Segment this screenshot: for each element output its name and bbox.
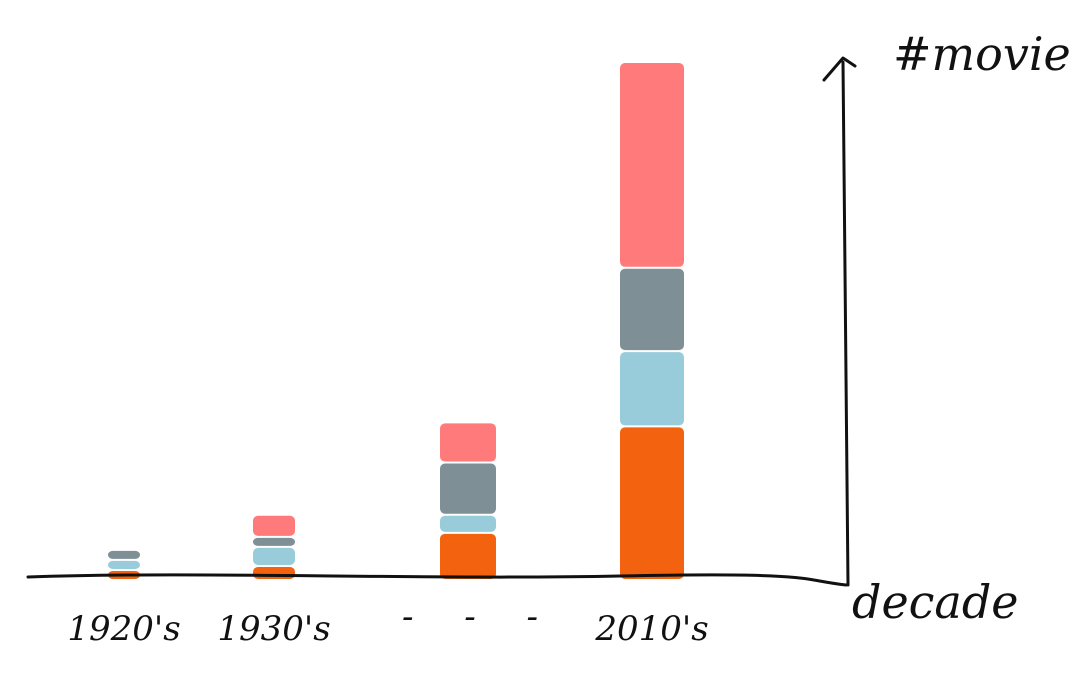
bar-segment: [440, 515, 496, 532]
bar-segment: [108, 560, 140, 569]
bar-segment: [620, 268, 684, 351]
y-axis-line: [841, 60, 850, 587]
bar-segment: [108, 550, 140, 559]
bar-segment: [440, 533, 496, 579]
bar-segment: [440, 463, 496, 514]
x-axis-line: [26, 573, 848, 587]
bar-segment: [620, 352, 684, 426]
bar-segment: [620, 62, 684, 267]
x-tick-label: 2010's: [594, 609, 708, 649]
x-axis-gap-marks: - - -: [402, 597, 558, 637]
x-tick-label: 1920's: [67, 609, 180, 649]
bar-segment: [253, 515, 295, 536]
x-tick-labels: 1920's 1930's 2010's: [67, 609, 708, 649]
bar-group: [108, 62, 684, 579]
bar-segment: [440, 423, 496, 462]
bar-segment: [253, 547, 295, 565]
x-axis-label: decade: [852, 575, 1019, 629]
y-axis-arrow-icon: [822, 56, 857, 82]
y-axis-label: #movies: [893, 27, 1071, 81]
bar-segment: [253, 566, 295, 579]
x-tick-label: 1930's: [217, 609, 330, 649]
bar-segment: [253, 537, 295, 546]
bar-segment: [620, 427, 684, 579]
